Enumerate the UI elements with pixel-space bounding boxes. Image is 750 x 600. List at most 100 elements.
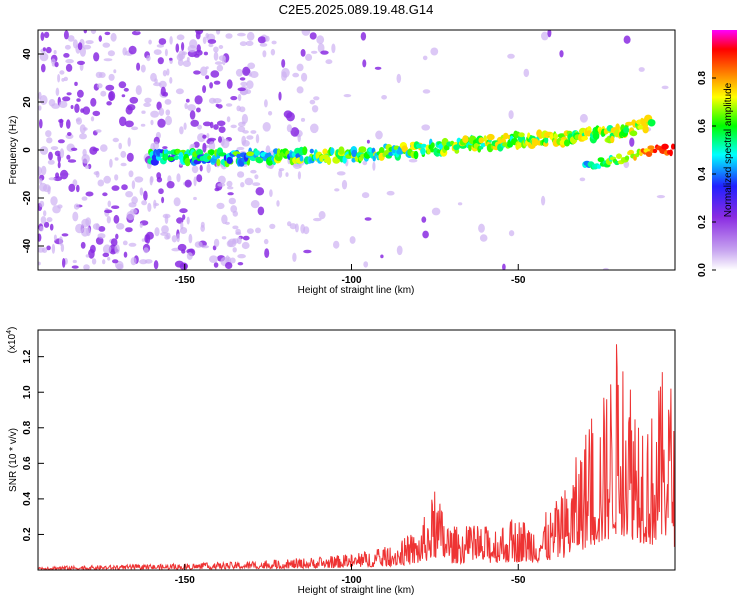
noise-blob	[325, 59, 333, 65]
noise-blob	[185, 98, 190, 103]
noise-blob	[225, 103, 233, 107]
noise-blob	[38, 247, 45, 253]
x-tick-label: -100	[341, 575, 361, 586]
noise-blob	[237, 254, 246, 259]
noise-blob	[579, 113, 588, 123]
noise-blob	[218, 55, 226, 61]
noise-blob	[63, 53, 70, 58]
noise-blob	[154, 78, 158, 84]
noise-blob	[297, 134, 301, 143]
noise-blob	[252, 182, 261, 187]
noise-blob	[43, 31, 50, 39]
noise-blob	[63, 76, 68, 82]
noise-blob	[236, 146, 245, 151]
noise-blob	[188, 233, 193, 244]
spectrogram-y-ticks: -40 -20 0 20 40	[22, 48, 44, 253]
noise-blob	[226, 240, 234, 248]
noise-blob	[281, 71, 287, 81]
noise-blob	[265, 35, 270, 42]
noise-blob	[146, 55, 151, 62]
snr-series-line	[38, 344, 675, 570]
noise-blob	[209, 255, 218, 263]
noise-blob	[139, 222, 143, 228]
noise-blob	[177, 59, 184, 66]
noise-blob	[80, 227, 90, 237]
noise-blob	[226, 79, 233, 89]
noise-blob	[431, 207, 441, 216]
noise-blob	[421, 216, 427, 223]
noise-blob	[217, 183, 226, 187]
noise-blob	[141, 200, 148, 206]
noise-blob	[102, 42, 111, 48]
noise-blob	[97, 179, 105, 187]
noise-blob	[309, 32, 317, 40]
spectrogram-marks	[38, 30, 675, 270]
noise-blob	[66, 154, 71, 160]
noise-blob	[194, 241, 203, 248]
noise-blob	[221, 236, 227, 240]
noise-blob	[57, 204, 63, 209]
track-blob	[443, 144, 450, 151]
track-blob	[645, 151, 653, 158]
noise-blob	[241, 241, 250, 250]
noise-blob	[45, 130, 52, 138]
noise-blob	[187, 44, 197, 53]
noise-blob	[120, 150, 127, 158]
track-blob	[413, 150, 419, 160]
noise-blob	[157, 57, 164, 65]
noise-blob	[216, 120, 226, 127]
snr-marks	[38, 344, 675, 570]
track-blob	[309, 148, 314, 154]
track-blob	[629, 130, 638, 137]
noise-blob	[508, 110, 514, 120]
noise-blob	[68, 183, 76, 192]
noise-blob	[129, 96, 139, 104]
noise-blob	[179, 208, 188, 214]
noise-blob	[65, 63, 73, 72]
track-blob	[207, 155, 212, 160]
noise-blob	[102, 252, 110, 258]
noise-blob	[55, 87, 60, 97]
noise-blob	[76, 184, 80, 193]
noise-blob	[81, 154, 90, 164]
noise-blob	[213, 80, 221, 85]
noise-blob	[249, 71, 259, 78]
noise-blob	[248, 73, 252, 77]
x-tick-label: -150	[175, 275, 195, 286]
noise-blob	[206, 133, 210, 139]
noise-blob	[255, 134, 260, 144]
noise-blob	[237, 32, 246, 37]
colorbar-tick-label: 0.0	[697, 263, 708, 277]
spectrogram-y-label: Frequency (Hz)	[8, 116, 19, 185]
noise-blob	[202, 36, 207, 44]
noise-blob	[95, 236, 104, 245]
track-blob	[597, 157, 605, 163]
noise-blob	[40, 32, 45, 41]
track-blob	[518, 132, 525, 138]
track-blob	[358, 146, 367, 153]
noise-blob	[174, 260, 184, 268]
y-tick-label: 0.6	[22, 456, 33, 470]
noise-blob	[242, 66, 251, 77]
track-blob	[378, 147, 385, 154]
noise-blob	[194, 95, 203, 105]
noise-blob	[186, 57, 190, 62]
noise-blob	[292, 252, 297, 262]
noise-blob	[237, 87, 246, 92]
noise-blob	[421, 124, 431, 131]
noise-blob	[208, 43, 214, 48]
noise-blob	[380, 254, 384, 259]
noise-blob	[202, 121, 212, 127]
noise-blob	[278, 169, 283, 178]
noise-blob	[208, 97, 217, 104]
noise-blob	[74, 81, 78, 86]
noise-blob	[263, 238, 269, 245]
noise-blob	[202, 85, 207, 94]
track-blob	[486, 133, 495, 141]
noise-blob	[58, 236, 63, 246]
noise-blob	[162, 92, 168, 97]
noise-blob	[175, 88, 184, 95]
track-blob	[175, 149, 181, 154]
noise-blob	[638, 67, 645, 72]
noise-blob	[341, 179, 348, 190]
